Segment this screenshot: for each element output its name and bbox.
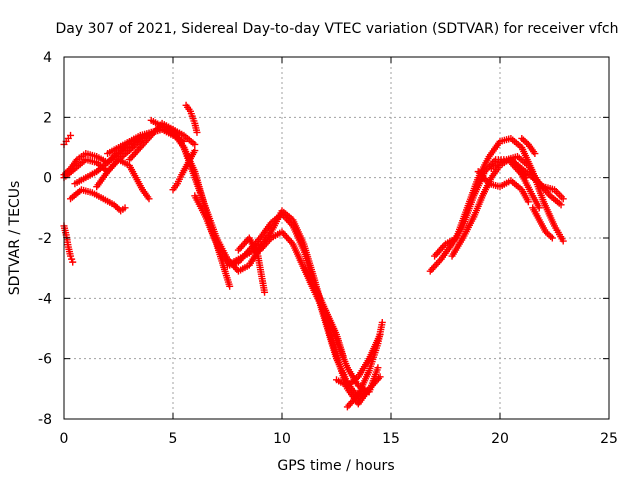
y-tick-labels: -8 -6 -4 -2 0 2 4 <box>38 50 52 428</box>
data-points <box>60 101 567 411</box>
y-tick-label: -6 <box>38 352 52 368</box>
data-point <box>193 128 201 136</box>
data-point <box>559 195 567 203</box>
x-tick-label: 25 <box>600 431 618 447</box>
series-arc-13 <box>191 192 234 290</box>
y-tick-label: 0 <box>43 171 52 187</box>
series-arc-27 <box>518 134 539 158</box>
x-tick-label: 5 <box>169 431 178 447</box>
data-point <box>67 131 75 139</box>
series-arc-20 <box>333 331 384 390</box>
x-tick-label: 15 <box>382 431 400 447</box>
series-arc-28 <box>487 156 567 203</box>
series-arc-24 <box>474 168 532 206</box>
data-point <box>191 140 199 148</box>
x-tick-labels: 0 5 10 15 20 25 <box>60 431 618 447</box>
data-point <box>376 331 384 339</box>
chart-title: Day 307 of 2021, Sidereal Day-to-day VTE… <box>55 21 618 37</box>
grid-lines <box>64 57 609 419</box>
y-tick-label: -4 <box>38 291 52 307</box>
x-tick-label: 20 <box>491 431 509 447</box>
series-arc-15 <box>234 234 269 296</box>
series-arc-22 <box>431 134 567 260</box>
data-point <box>378 318 386 326</box>
axis-ticks <box>63 56 610 420</box>
series-arc-1 <box>60 131 75 148</box>
data-point <box>226 282 234 290</box>
series-arc-11 <box>182 101 201 136</box>
series-arc-26 <box>529 204 556 242</box>
y-tick-label: 4 <box>43 50 52 66</box>
data-point <box>191 147 199 155</box>
x-tick-label: 10 <box>273 431 291 447</box>
data-point <box>69 258 77 266</box>
series-arc-12 <box>169 147 199 194</box>
series-arc-14 <box>224 240 264 269</box>
data-point <box>548 234 556 242</box>
data-point <box>374 364 382 372</box>
data-point <box>559 237 567 245</box>
y-tick-label: -8 <box>38 412 52 428</box>
y-tick-label: -2 <box>38 231 52 247</box>
data-point <box>557 201 565 209</box>
series-arc-7 <box>93 156 153 203</box>
data-point <box>261 288 269 296</box>
data-point <box>531 150 539 158</box>
data-point <box>145 195 153 203</box>
series-arc-6 <box>71 144 129 188</box>
y-axis-label: SDTVAR / TECUs <box>7 181 23 296</box>
series-arc-5 <box>67 186 129 215</box>
series-arc-2 <box>60 222 77 266</box>
y-tick-label: 2 <box>43 110 52 126</box>
data-point <box>535 204 543 212</box>
x-axis-label: GPS time / hours <box>277 458 394 474</box>
data-point <box>121 204 129 212</box>
x-tick-label: 0 <box>60 431 69 447</box>
data-point <box>524 198 532 206</box>
